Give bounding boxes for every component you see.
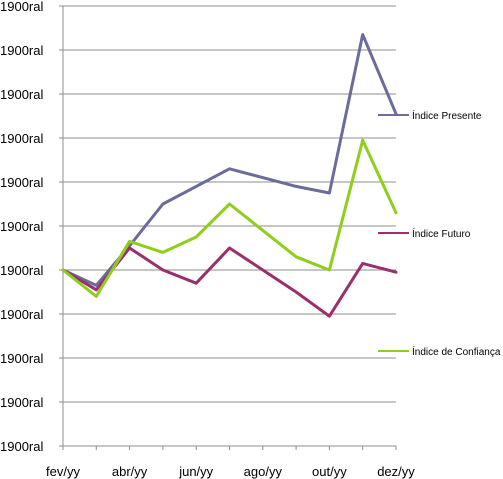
y-tick-label: 1900ral [0, 263, 43, 278]
x-tick-label: dez/yy [377, 464, 415, 479]
y-tick-label: 1900ral [0, 131, 43, 146]
y-tick-label: 1900ral [0, 219, 43, 234]
y-tick-label: 1900ral [0, 0, 43, 14]
x-tick-label: jun/yy [178, 464, 213, 479]
legend: Índice Presente Índice Futuro Índice de Co… [378, 109, 501, 358]
y-tick-label: 1900ral [0, 175, 43, 190]
x-tick-label: abr/yy [112, 464, 148, 479]
x-axis-ticks: fev/yy abr/yy jun/yy ago/yy out/yy dez/yy [46, 446, 415, 479]
y-tick-label: 1900ral [0, 395, 43, 410]
gridlines [63, 5, 396, 403]
legend-label: Índice Futuro [412, 227, 471, 240]
legend-label: Índice de Confiança [412, 345, 501, 358]
legend-label: Índice Presente [412, 109, 482, 122]
y-tick-label: 1900ral [0, 351, 43, 366]
x-tick-label: ago/yy [244, 464, 283, 479]
x-tick-label: out/yy [312, 464, 347, 479]
series-line-2 [61, 246, 398, 318]
x-tick-label: fev/yy [46, 464, 80, 479]
y-tick-label: 1900ral [0, 87, 43, 102]
y-tick-label: 1900ral [0, 439, 43, 454]
y-tick-label: 1900ral [0, 43, 43, 58]
y-axis-ticks: 1900ral 1900ral 1900ral 1900ral 1900ral 1900r… [0, 0, 63, 454]
series-line-3 [61, 138, 398, 298]
series-lines [61, 33, 398, 318]
y-tick-label: 1900ral [0, 307, 43, 322]
